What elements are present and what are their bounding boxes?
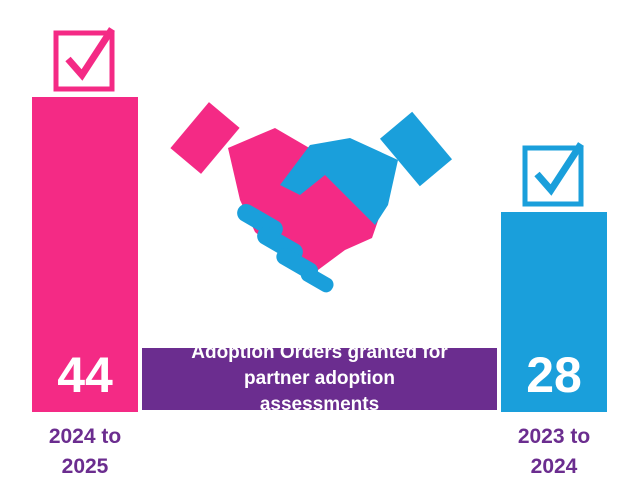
chart-title: Adoption Orders granted for partner adop…: [142, 342, 497, 415]
category-label: 2024 to 2025: [48, 425, 122, 478]
value-label: 28: [526, 346, 582, 403]
value-label: 44: [57, 347, 113, 403]
bar: 44: [32, 97, 138, 412]
category-label: 2023 to 2024: [517, 425, 591, 478]
check-icon: [522, 141, 584, 207]
bar: 28: [501, 211, 607, 412]
check-icon: [53, 27, 115, 92]
